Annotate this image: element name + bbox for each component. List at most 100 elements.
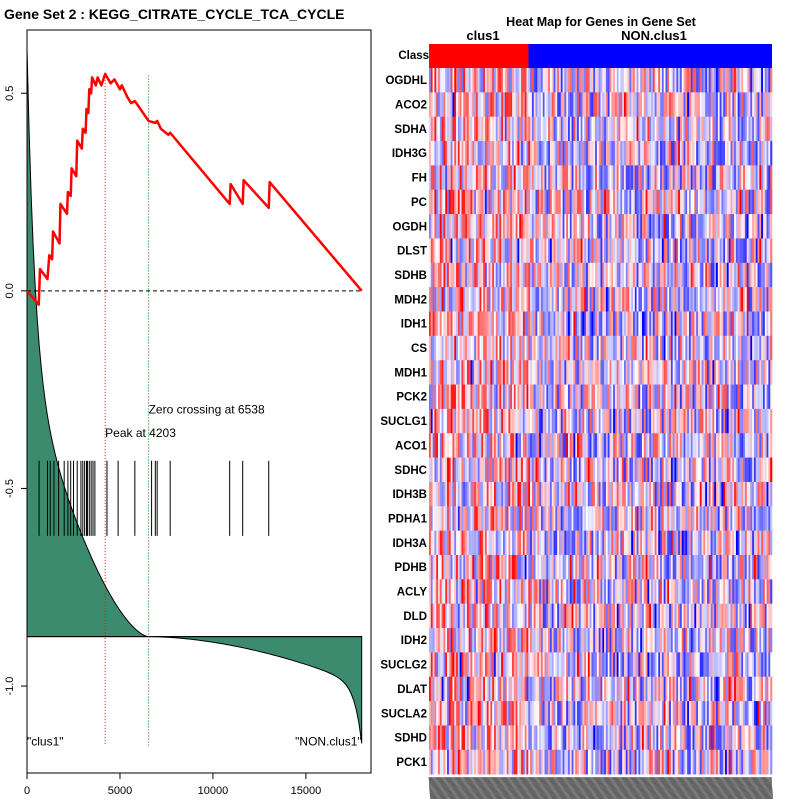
heat-map-cell [515,238,518,264]
heat-map-cell [512,116,515,142]
heat-map-cell [595,408,598,434]
heat-map-cell [562,530,565,556]
heat-map-cell [712,481,715,507]
heat-map-cell [587,360,590,385]
heat-map-cell [548,287,551,312]
heat-map-cell [553,116,556,142]
heat-map-cell [548,603,551,629]
heat-map-cell [436,433,439,458]
heat-map-cell [618,628,621,653]
heat-map-cell [452,506,455,531]
heat-map-cell [582,579,585,604]
heat-map-cell [748,141,751,166]
heat-map-cell [719,603,722,629]
heat-map-cell [497,189,500,215]
heat-map-cell [632,311,636,337]
heat-map-cell [506,506,509,531]
heat-map-cell [652,384,655,410]
heat-map-cell [537,262,540,288]
heat-map-cell [730,506,733,531]
heat-map-cell [535,141,538,166]
heat-map-cell [596,530,599,556]
heat-map-cell [441,189,444,215]
heat-map-cell [452,335,455,361]
heat-map-cell [441,530,444,556]
heat-map-cell [672,628,675,653]
heat-map-cell [481,92,484,117]
heat-map-cell [436,165,439,191]
heat-map-cell [577,530,580,556]
heat-map-cell [688,68,692,93]
heat-map-cell [479,311,482,337]
heat-map-cell [571,238,574,264]
heat-map-cell [434,457,437,483]
heat-map-cell [708,384,711,410]
heat-map-cell [432,628,435,653]
heat-map-cell [645,628,648,653]
heat-map-cell [540,189,544,215]
heat-map-cell [661,457,664,483]
heat-map-cell [542,628,545,653]
heat-map-cell [725,384,728,410]
heat-map-cell [661,189,664,215]
heat-map-cell [622,408,625,434]
heat-map-cell [486,628,489,653]
heat-map-cell [528,189,531,215]
heat-map-cell [448,457,451,483]
heat-map-cell [577,335,580,361]
heat-map-cell [714,579,717,604]
heat-map-cell [611,408,614,434]
heat-map-cell [483,116,486,142]
heat-map-cell [468,141,471,166]
heat-map-cell [531,530,535,556]
heat-map-cell [636,165,639,191]
heat-map-cell [537,165,540,191]
heat-map-cell [531,506,535,531]
heat-map-cell [697,506,701,531]
heat-map-cell [448,68,451,93]
heat-map-cell [761,603,764,629]
heat-map-cell [714,165,717,191]
heat-map-cell [755,579,758,604]
heat-map-cell [430,92,433,117]
heat-map-cell [721,238,724,264]
heat-map-cell [716,189,719,215]
heat-map-cell [744,457,748,483]
heat-map-cell [696,335,699,361]
heat-map-cell [564,360,567,385]
heat-map-cell [438,506,441,531]
heat-map-cell [542,214,545,239]
heat-map-cell [513,579,516,604]
heat-map-cell [432,238,435,264]
heat-map-cell [678,287,681,312]
heat-map-cell [504,530,507,556]
heat-map-cell [481,676,484,702]
heat-map-cell [463,530,466,556]
heat-map-cell [649,628,652,653]
heat-map-cell [438,189,441,215]
heat-map-cell [605,408,609,434]
heat-map-cell [595,360,598,385]
heat-map-cell [553,457,556,483]
heat-map-cell [762,530,766,556]
heat-map-cell [697,262,701,288]
heat-map-cell [719,214,722,239]
heat-map-cell [479,652,482,678]
heat-map-cell [714,141,717,166]
heat-map-cell [750,141,753,166]
heat-map-cell [625,457,628,483]
heat-map-cell [551,262,554,288]
heat-map-cell [593,457,596,483]
heat-map-cell [665,384,668,410]
heat-map-cell [524,603,527,629]
heat-map-cell [741,408,744,434]
heat-map-cell [459,141,462,166]
heat-map-cell [717,384,720,410]
heat-map-cell [770,555,773,580]
heat-map-cell [521,433,524,458]
heat-map-cell [445,457,448,483]
heat-map-cell [566,506,569,531]
heat-map-cell [441,384,444,410]
heat-map-cell [549,530,553,556]
